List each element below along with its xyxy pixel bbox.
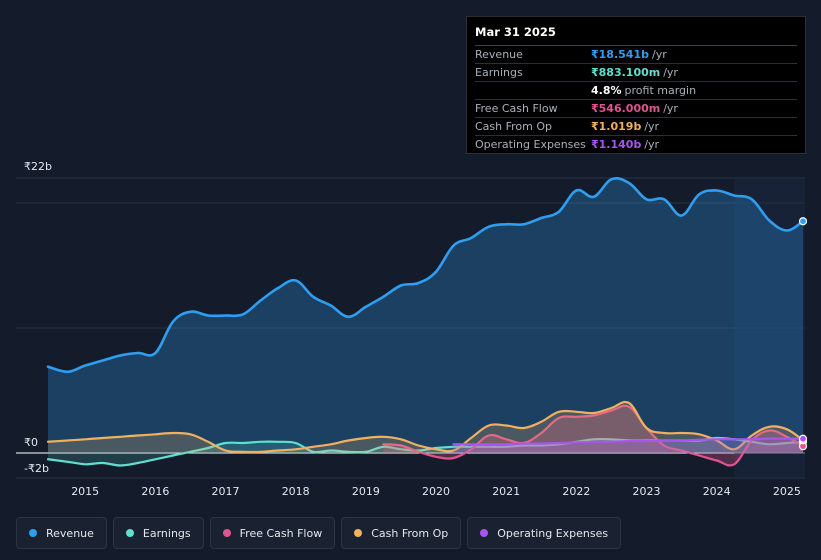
endpoint-markers xyxy=(798,217,808,451)
legend-label: Free Cash Flow xyxy=(239,526,323,540)
tooltip-unit: /yr xyxy=(651,48,667,61)
legend-label: Revenue xyxy=(46,526,94,540)
tooltip-label xyxy=(475,82,591,99)
tooltip-date: Mar 31 2025 xyxy=(475,24,797,46)
tooltip-row: 4.8% profit margin xyxy=(475,82,797,100)
legend-dot-icon xyxy=(29,529,37,537)
tooltip-value: ₹883.100m xyxy=(591,66,661,79)
tooltip-unit: profit margin xyxy=(624,84,697,97)
legend-item-cash-from-op[interactable]: Cash From Op xyxy=(341,517,462,549)
legend-item-operating-expenses[interactable]: Operating Expenses xyxy=(467,517,622,549)
cash-from-op-area xyxy=(48,401,803,453)
legend-item-revenue[interactable]: Revenue xyxy=(16,517,107,549)
x-tick-label: 2025 xyxy=(773,485,801,498)
gridlines xyxy=(16,177,805,479)
legend-dot-icon xyxy=(125,529,134,537)
legend-dot-icon xyxy=(354,529,363,537)
tooltip-label: Cash From Op xyxy=(475,120,553,133)
tooltip-value: ₹18.541b xyxy=(591,48,649,61)
y-tick-label: ₹0 xyxy=(24,436,38,449)
operating-expenses-area xyxy=(453,438,803,453)
tooltip-value: ₹1.019b xyxy=(591,120,642,133)
tooltip-unit: /yr xyxy=(663,66,678,79)
data-tooltip: Mar 31 2025 Revenue ₹18.541b/yr Earnings ₹8… xyxy=(466,16,806,154)
tooltip-unit: /yr xyxy=(644,120,660,133)
x-tick-label: 2023 xyxy=(633,485,661,498)
chart-legend: Revenue Earnings Free Cash Flow Cash From O… xyxy=(16,517,622,549)
x-tick-label: 2022 xyxy=(562,485,590,498)
cash-from-op-line xyxy=(46,400,805,454)
revenue-area xyxy=(48,178,803,453)
series-group xyxy=(46,177,805,467)
x-tick-label: 2017 xyxy=(212,485,240,498)
tooltip-row: Cash From Op ₹1.019b/yr xyxy=(475,118,797,136)
tooltip-label: Revenue xyxy=(475,48,523,61)
axes: ₹22b ₹0 -₹2b 2015 2016 2017 2018 2019 2020 2021 20… xyxy=(24,160,801,498)
legend-item-free-cash-flow[interactable]: Free Cash Flow xyxy=(209,517,336,549)
tooltip-row: Operating Expenses ₹1.140b/yr xyxy=(475,136,797,153)
free-cash-flow-line xyxy=(382,404,805,467)
revenue-line xyxy=(46,177,805,374)
operating-expenses-line xyxy=(452,437,805,446)
x-tick-label: 2020 xyxy=(422,485,450,498)
operating-expenses-endpoint xyxy=(798,434,808,443)
x-tick-label: 2016 xyxy=(141,485,169,498)
x-tick-label: 2018 xyxy=(282,485,310,498)
legend-item-earnings[interactable]: Earnings xyxy=(112,517,204,549)
tooltip-unit: /yr xyxy=(644,138,660,151)
x-tick-label: 2015 xyxy=(71,485,99,498)
legend-label: Cash From Op xyxy=(371,526,449,540)
tooltip-value: ₹1.140b xyxy=(591,138,642,151)
legend-dot-icon xyxy=(222,529,231,537)
x-tick-label: 2021 xyxy=(492,485,520,498)
legend-dot-icon xyxy=(480,529,489,537)
tooltip-row: Free Cash Flow ₹546.000m/yr xyxy=(475,100,797,118)
tooltip-label: Operating Expenses xyxy=(475,138,586,151)
tooltip-value: ₹546.000m xyxy=(591,102,661,115)
tooltip-label: Free Cash Flow xyxy=(475,102,558,115)
y-tick-label: -₹2b xyxy=(24,462,49,475)
x-tick-label: 2019 xyxy=(352,485,380,498)
revenue-endpoint xyxy=(798,217,808,226)
free-cash-flow-area xyxy=(383,405,803,466)
tooltip-label: Earnings xyxy=(475,66,523,79)
tooltip-row: Revenue ₹18.541b/yr xyxy=(475,46,797,64)
y-tick-label: ₹22b xyxy=(24,160,52,173)
legend-label: Earnings xyxy=(142,526,191,540)
tooltip-value: 4.8% xyxy=(591,84,622,97)
legend-label: Operating Expenses xyxy=(497,526,609,540)
earnings-area xyxy=(48,437,803,466)
x-tick-label: 2024 xyxy=(703,485,731,498)
tooltip-row: Earnings ₹883.100m/yr xyxy=(475,64,797,82)
tooltip-unit: /yr xyxy=(663,102,678,115)
